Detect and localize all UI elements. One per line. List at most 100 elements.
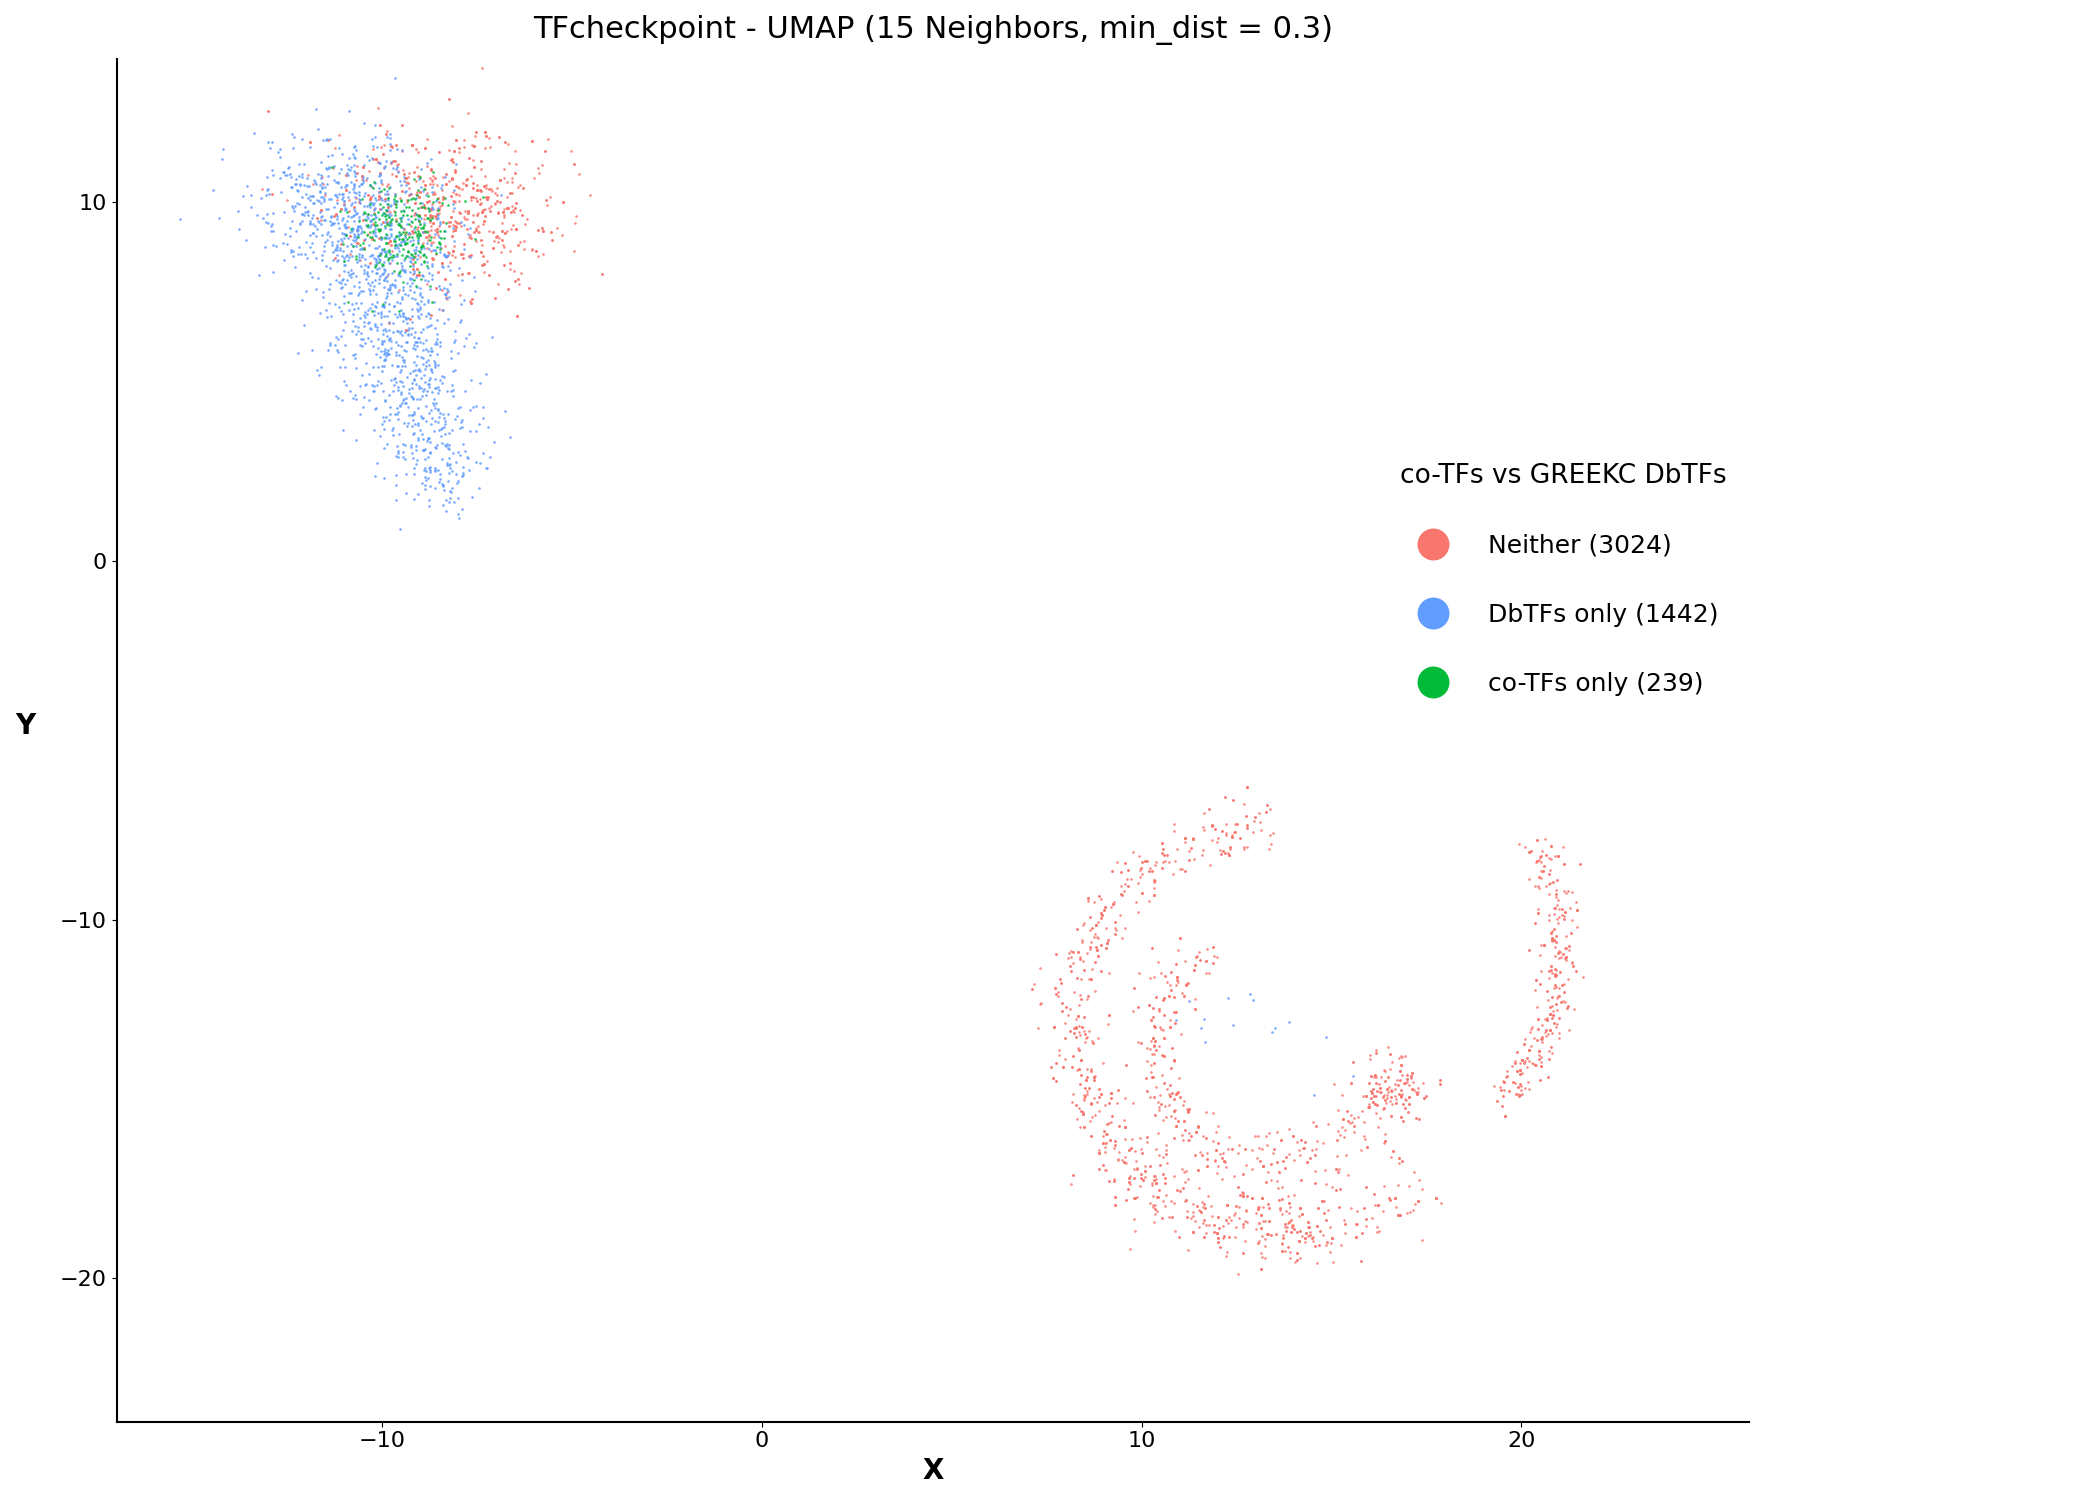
- Point: [1195, 828, 1228, 852]
- Point: [521, 219, 554, 243]
- Point: [386, 162, 420, 186]
- Point: [370, 198, 403, 222]
- Point: [460, 120, 493, 144]
- Point: [439, 190, 472, 214]
- Point: [271, 189, 304, 213]
- Point: [1117, 1158, 1151, 1182]
- Point: [1539, 882, 1573, 906]
- Point: [1170, 974, 1203, 998]
- Point: [380, 406, 414, 430]
- Point: [326, 206, 359, 230]
- Point: [403, 210, 437, 234]
- Point: [1079, 951, 1113, 975]
- Point: [1245, 1186, 1279, 1210]
- Point: [1407, 1086, 1441, 1110]
- Point: [500, 304, 533, 328]
- Point: [1283, 1220, 1317, 1244]
- Point: [1082, 926, 1115, 950]
- Point: [458, 134, 491, 158]
- Point: [346, 303, 380, 327]
- Point: [382, 238, 416, 262]
- Point: [1161, 1226, 1195, 1250]
- Point: [372, 342, 405, 366]
- Point: [1178, 1209, 1212, 1233]
- Point: [386, 165, 420, 189]
- Point: [1512, 1038, 1546, 1062]
- Point: [1228, 1228, 1262, 1252]
- Point: [336, 217, 370, 242]
- Point: [466, 394, 500, 418]
- Point: [388, 166, 422, 190]
- Point: [1153, 1083, 1186, 1107]
- Point: [1378, 1138, 1411, 1162]
- Point: [1407, 1086, 1441, 1110]
- Point: [416, 206, 449, 230]
- Point: [258, 234, 292, 258]
- Point: [1277, 1182, 1310, 1206]
- Point: [1153, 1084, 1186, 1108]
- Point: [319, 236, 353, 260]
- Point: [1247, 1154, 1281, 1178]
- Point: [349, 261, 382, 285]
- Point: [357, 171, 391, 195]
- Point: [410, 190, 443, 214]
- Point: [1193, 962, 1226, 986]
- Point: [1094, 1082, 1128, 1106]
- Point: [1105, 882, 1138, 906]
- Point: [1539, 1016, 1573, 1040]
- Point: [1136, 996, 1170, 1020]
- Point: [378, 302, 412, 326]
- Point: [363, 196, 397, 220]
- Point: [302, 117, 336, 141]
- Point: [452, 225, 485, 249]
- Point: [374, 217, 407, 242]
- Point: [422, 471, 456, 495]
- Point: [1186, 1208, 1220, 1231]
- Point: [477, 219, 510, 243]
- Point: [286, 202, 319, 226]
- Point: [1056, 940, 1090, 964]
- Point: [1401, 1082, 1434, 1106]
- Point: [368, 328, 401, 352]
- Point: [483, 240, 517, 264]
- Point: [1161, 1226, 1195, 1250]
- Point: [1063, 982, 1096, 1006]
- Point: [477, 236, 510, 260]
- Point: [470, 184, 504, 209]
- Point: [1268, 1220, 1302, 1244]
- Point: [344, 244, 378, 268]
- Point: [426, 251, 460, 274]
- Point: [1546, 990, 1579, 1014]
- Point: [452, 201, 485, 225]
- Point: [357, 201, 391, 225]
- Point: [1178, 957, 1212, 981]
- Point: [1399, 1106, 1432, 1130]
- Point: [410, 370, 443, 394]
- Point: [430, 279, 464, 303]
- Point: [382, 224, 416, 248]
- Point: [491, 195, 525, 219]
- Point: [435, 147, 468, 171]
- Point: [416, 196, 449, 220]
- Point: [1065, 1016, 1098, 1040]
- Point: [344, 254, 378, 278]
- Point: [1082, 884, 1115, 908]
- Point: [359, 204, 393, 228]
- Point: [1277, 1124, 1310, 1148]
- Point: [368, 201, 401, 225]
- Point: [445, 262, 479, 286]
- Point: [340, 231, 374, 255]
- Point: [374, 222, 407, 246]
- Point: [1168, 858, 1201, 882]
- Point: [1535, 870, 1569, 894]
- Point: [1149, 1106, 1182, 1130]
- Point: [420, 220, 454, 245]
- Point: [1520, 902, 1554, 926]
- Point: [1287, 1131, 1321, 1155]
- Point: [1306, 1190, 1340, 1214]
- Point: [1352, 1095, 1386, 1119]
- Point: [401, 258, 435, 282]
- Point: [1537, 976, 1571, 1000]
- Point: [1270, 1236, 1304, 1260]
- Point: [1300, 1214, 1334, 1237]
